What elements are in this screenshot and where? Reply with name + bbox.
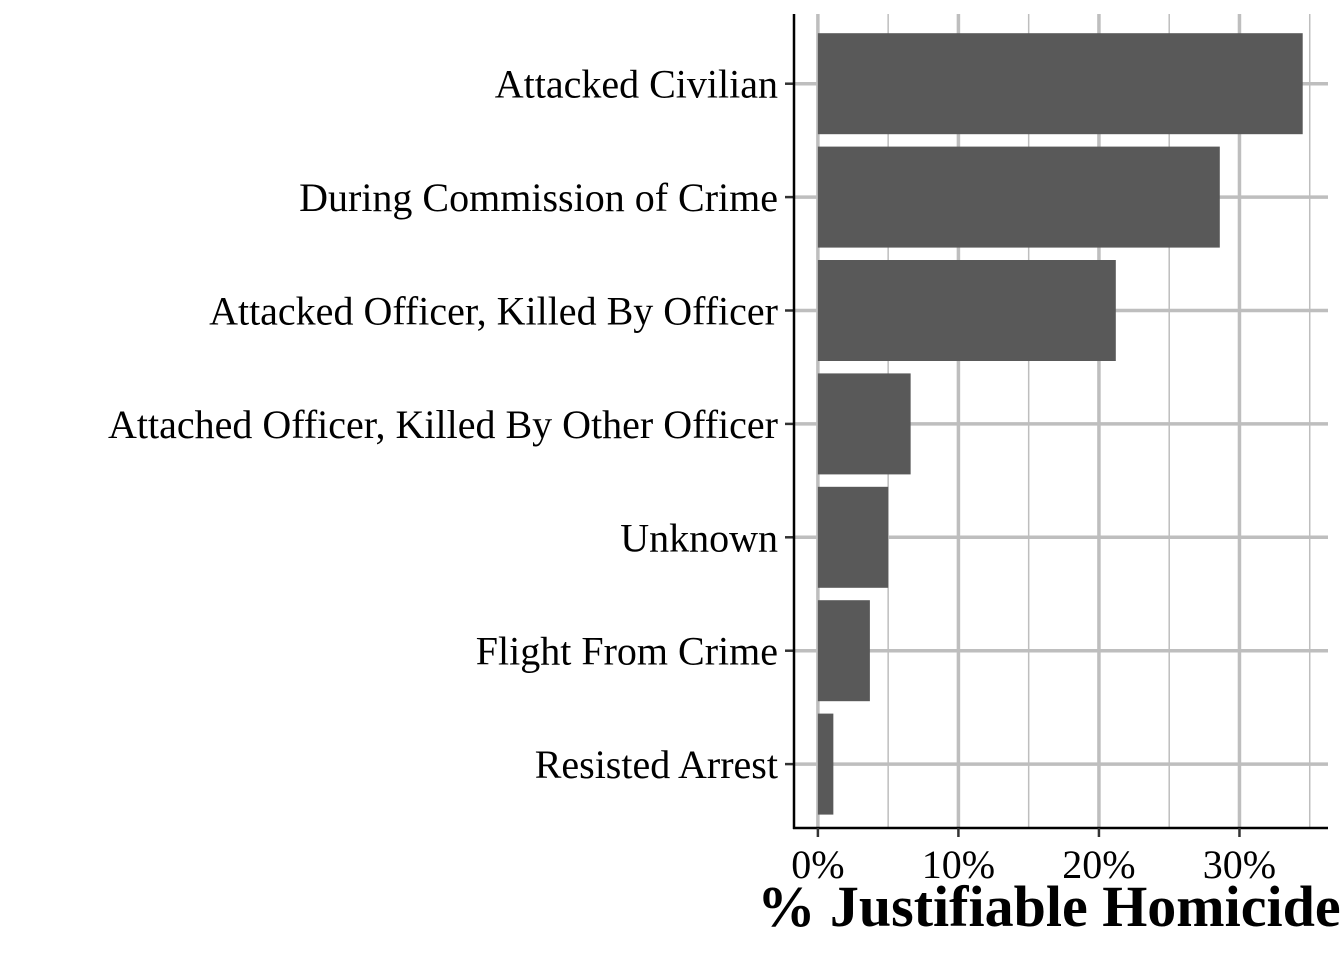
- bar: [817, 373, 911, 475]
- category-label: During Commission of Crime: [299, 175, 778, 220]
- category-label: Attached Officer, Killed By Other Office…: [108, 402, 778, 447]
- category-label: Attacked Officer, Killed By Officer: [209, 289, 778, 334]
- bar: [817, 260, 1116, 361]
- bar: [817, 33, 1303, 135]
- x-tick-label: 0%: [791, 842, 844, 887]
- bar: [817, 486, 889, 588]
- x-axis-title: % Justifiable Homicide: [757, 874, 1340, 939]
- bars: [817, 33, 1303, 815]
- bar: [817, 713, 834, 815]
- x-tick-label: 20%: [1062, 842, 1135, 887]
- axes: [785, 14, 1328, 837]
- y-axis-labels: Attacked Civilian During Commission of Cr…: [108, 62, 778, 787]
- category-label: Attacked Civilian: [495, 62, 778, 107]
- category-label: Resisted Arrest: [535, 742, 778, 787]
- x-tick-label: 30%: [1203, 842, 1276, 887]
- x-axis-tick-labels: 0% 10% 20% 30%: [791, 842, 1276, 887]
- bar: [817, 600, 870, 702]
- category-label: Unknown: [620, 515, 778, 560]
- category-label: Flight From Crime: [476, 629, 778, 674]
- bar: [817, 146, 1220, 248]
- x-tick-label: 10%: [922, 842, 995, 887]
